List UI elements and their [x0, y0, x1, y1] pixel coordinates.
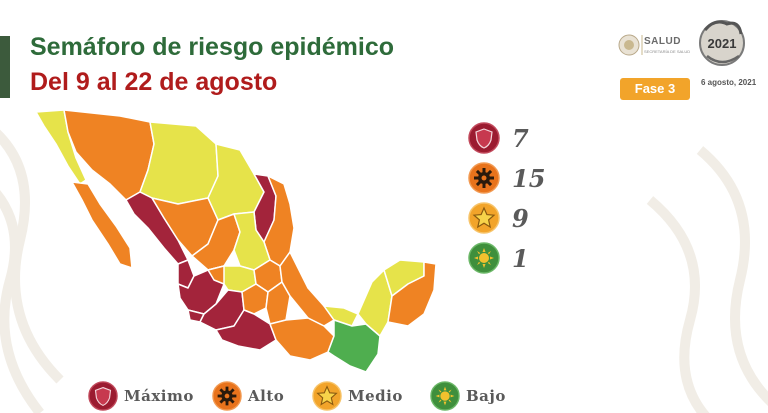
title-accent-bar [0, 36, 10, 98]
sun-icon [468, 242, 500, 274]
mexico-risk-map [35, 109, 437, 373]
state-tabasco [323, 305, 359, 327]
legend-label-maximo: Máximo [124, 387, 194, 405]
state-baja-california-sur [71, 181, 133, 269]
state-chiapas [327, 319, 381, 373]
star-icon [468, 202, 500, 234]
page-subtitle: Del 9 al 22 de agosto [30, 68, 278, 96]
gear-icon [212, 381, 242, 411]
gear-icon [468, 162, 500, 194]
count-medio: 9 [512, 203, 529, 233]
seal-year-text: 2021 [708, 36, 737, 51]
legend-label-alto: Alto [248, 387, 285, 405]
shield-icon [468, 122, 500, 154]
salud-name: SALUD [644, 36, 681, 47]
date-note: 6 agosto, 2021 [701, 78, 757, 87]
count-row-maximo: 7 [468, 122, 529, 154]
count-row-alto: 15 [468, 162, 545, 194]
count-row-medio: 9 [468, 202, 529, 234]
salud-logo-icon [618, 34, 643, 56]
shield-icon [88, 381, 118, 411]
legend-item-bajo: Bajo [430, 380, 506, 412]
page-title: Semáforo de riesgo epidémico [30, 33, 394, 61]
legend-item-alto: Alto [212, 380, 284, 412]
count-row-bajo: 1 [468, 242, 529, 274]
legend-item-maximo: Máximo [88, 380, 194, 412]
state-quintana-roo [387, 261, 437, 327]
phase-badge: Fase 3 [620, 78, 690, 100]
count-bajo: 1 [512, 243, 529, 273]
legend-label-medio: Medio [348, 387, 403, 405]
state-chihuahua [139, 121, 219, 205]
count-maximo: 7 [512, 123, 529, 153]
star-icon [312, 381, 342, 411]
legend-item-medio: Medio [312, 380, 403, 412]
sun-icon [430, 381, 460, 411]
legend-label-bajo: Bajo [466, 387, 506, 405]
year-2021-seal-icon: 2021 [699, 20, 745, 66]
count-alto: 15 [512, 163, 546, 193]
salud-tagline: SECRETARÍA DE SALUD [644, 49, 691, 54]
state-veracruz [279, 251, 335, 327]
